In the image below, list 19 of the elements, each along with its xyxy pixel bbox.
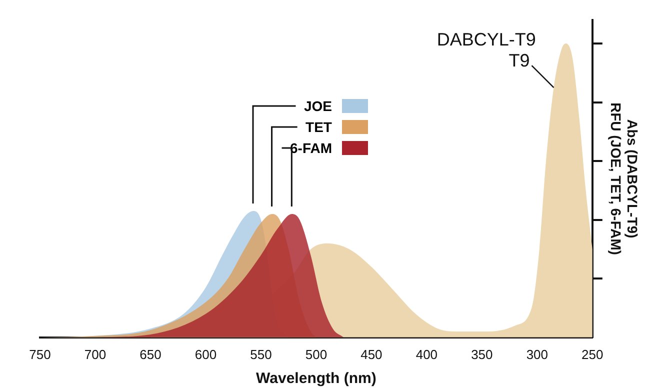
legend-label: TET (306, 118, 332, 134)
x-tick-label: 450 (360, 346, 382, 362)
y2-axis-title: Abs (DABCYL-T9) (624, 119, 641, 238)
x-tick-label: 750 (29, 346, 51, 362)
legend-label: JOE (304, 98, 332, 114)
legend-label: 6-FAM (290, 140, 332, 156)
x-tick-label: 250 (582, 346, 604, 362)
x-tick-label: 700 (84, 346, 106, 362)
y-axis-title: RFU (JOE, TET, 6-FAM) (608, 102, 624, 255)
annotation: T9 (508, 50, 530, 71)
series-label: DABCYL-T9 (436, 29, 536, 50)
x-tick-label: 300 (526, 346, 548, 362)
x-tick-label: 350 (471, 346, 493, 362)
x-tick-label: 550 (250, 346, 272, 362)
x-tick-label: 500 (305, 346, 328, 362)
x-tick-label: 400 (416, 346, 438, 362)
x-axis-title: Wavelength (nm) (256, 370, 376, 388)
x-tick-label: 650 (140, 346, 162, 362)
x-tick-label: 600 (194, 346, 217, 362)
